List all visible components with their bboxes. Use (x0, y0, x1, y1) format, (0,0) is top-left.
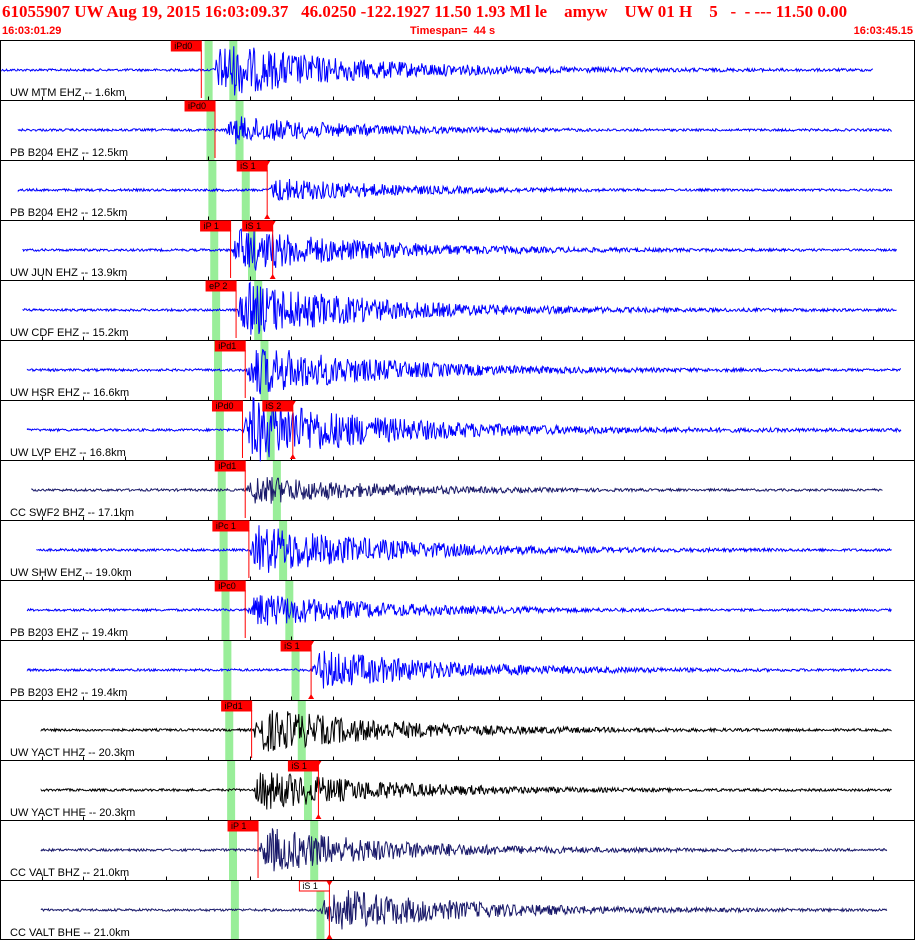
station-label: UW YACT HHZ -- 20.3km (10, 747, 135, 759)
station-label: PB B203 EHZ -- 19.4km (10, 627, 128, 639)
s-travel-time-band (279, 520, 288, 580)
pick-flag[interactable] (221, 700, 253, 712)
pick-flag[interactable] (200, 220, 232, 232)
pick-flag-label: iS 1 (284, 641, 300, 651)
s-travel-time-band (241, 160, 250, 220)
pick-marker-icon (315, 761, 322, 766)
s-travel-time-band (291, 640, 300, 700)
pick-flag-label: iPc 1 (216, 521, 236, 531)
waveform-trace[interactable] (31, 477, 883, 504)
waveform-trace[interactable] (22, 228, 897, 271)
pick-flag-label: eP 2 (209, 281, 227, 291)
s-travel-time-band (260, 340, 269, 400)
waveform-trace[interactable] (17, 178, 893, 201)
waveform-trace[interactable] (26, 348, 902, 395)
pick-flag-label: iS 1 (240, 161, 256, 171)
station-label: PB B204 EHZ -- 12.5km (10, 147, 128, 159)
station-label: PB B203 EH2 -- 19.4km (10, 687, 127, 699)
pick-flag[interactable] (214, 580, 246, 592)
station-label: UW MTM EHZ -- 1.6km (10, 87, 125, 99)
pick-marker-icon (326, 881, 333, 886)
waveform-trace[interactable] (1, 46, 874, 96)
pick-flag-label: iS 2 (266, 401, 282, 411)
pick-marker-icon (269, 274, 276, 279)
event-summary-title: 61055907 UW Aug 19, 2015 16:03:09.37 46.… (2, 2, 848, 21)
pick-flag-label: iS 1 (246, 221, 262, 231)
s-travel-time-band (266, 400, 275, 460)
waveform-trace[interactable] (40, 772, 892, 810)
pick-flag-label: iP 1 (204, 221, 219, 231)
pick-flag[interactable] (214, 460, 246, 472)
pick-flag-label: iPd0 (215, 401, 233, 411)
waveform-trace[interactable] (26, 650, 892, 689)
pick-marker-icon (269, 221, 276, 226)
station-label: UW YACT HHE -- 20.3km (10, 807, 135, 819)
station-label: UW CDF EHZ -- 15.2km (10, 327, 129, 339)
pick-flag-label: iP 1 (231, 821, 246, 831)
station-label: UW LVP EHZ -- 16.8km (10, 447, 126, 459)
pick-flag-label: iS 1 (291, 761, 307, 771)
pick-marker-icon (264, 214, 271, 219)
station-label: UW HSR EHZ -- 16.6km (10, 387, 129, 399)
pick-flag[interactable] (170, 40, 202, 52)
waveform-trace[interactable] (40, 890, 888, 930)
pick-flag-label: iPd0 (174, 41, 192, 51)
pick-marker-icon (289, 401, 296, 406)
station-label: PB B204 EH2 -- 12.5km (10, 207, 127, 219)
seismogram-panel[interactable]: iPd0 iPd0 iS 1 iP 1 iS 1 eP 2 iPd1 iPd0 iS 2 iPd1… (0, 40, 915, 940)
pick-flag-label: iPc0 (218, 581, 236, 591)
timespan-label: Timespan= 44 s (410, 25, 496, 37)
waveform-trace[interactable] (40, 828, 888, 872)
station-label: UW SHW EHZ -- 19.0km (10, 567, 132, 579)
pick-marker-icon (264, 161, 271, 166)
pick-flag[interactable] (184, 100, 216, 112)
station-label: CC SWF2 BHZ -- 17.1km (10, 507, 134, 519)
event-header: 61055907 UW Aug 19, 2015 16:03:09.37 46.… (0, 0, 915, 40)
p-travel-time-band (210, 220, 219, 280)
waveform-trace[interactable] (17, 116, 892, 145)
pick-flag[interactable] (205, 280, 237, 292)
pick-flag[interactable] (211, 400, 243, 412)
waveform-trace[interactable] (22, 281, 897, 335)
s-travel-time-band (272, 460, 281, 520)
pick-flag-label: iPd1 (218, 461, 236, 471)
s-travel-time-band (310, 820, 319, 880)
waveform-trace[interactable] (26, 595, 892, 626)
start-time: 16:03:01.29 (2, 25, 62, 37)
station-label: UW JUN EHZ -- 13.9km (10, 267, 127, 279)
pick-marker-icon (326, 934, 333, 939)
waveform-trace[interactable] (26, 396, 902, 462)
pick-flag[interactable] (227, 820, 259, 832)
pick-flag-label: iPd1 (225, 701, 243, 711)
station-label: CC VALT BHZ -- 21.0km (10, 867, 129, 879)
p-travel-time-band (204, 40, 213, 100)
s-travel-time-band (303, 760, 312, 820)
pick-flag-label: iS 1 (302, 881, 318, 891)
end-time: 16:03:45.15 (853, 25, 913, 37)
pick-flag[interactable] (214, 340, 246, 352)
p-travel-time-band (229, 820, 238, 880)
pick-marker-icon (315, 814, 322, 819)
s-travel-time-band (285, 580, 294, 640)
waveform-trace[interactable] (40, 710, 892, 752)
pick-flag-label: iPd0 (188, 101, 206, 111)
pick-marker-icon (308, 641, 315, 646)
pick-flag[interactable] (212, 520, 250, 532)
pick-marker-icon (308, 694, 315, 699)
pick-marker-icon (289, 454, 296, 459)
pick-flag[interactable] (242, 220, 274, 232)
pick-flag-label: iPd1 (218, 341, 236, 351)
station-label: CC VALT BHE -- 21.0km (10, 927, 130, 939)
waveform-trace[interactable] (36, 525, 892, 573)
